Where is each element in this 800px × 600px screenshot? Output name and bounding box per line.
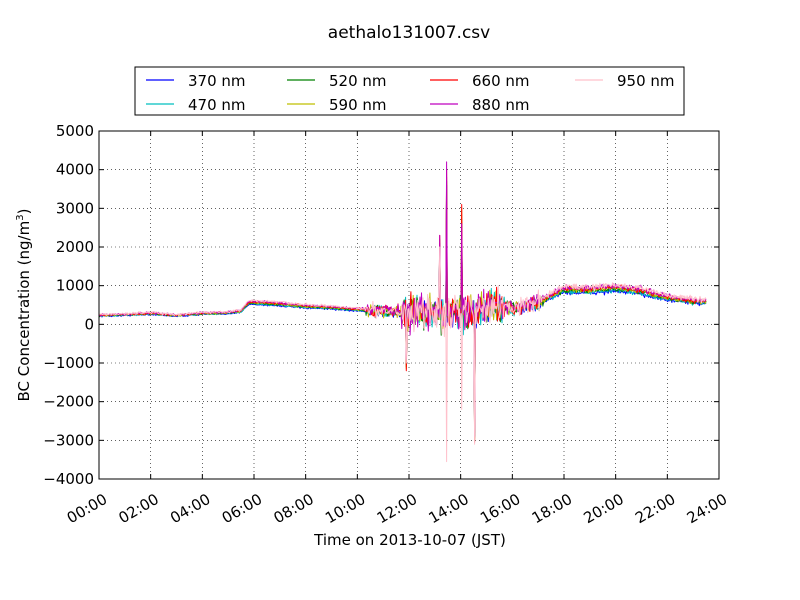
x-axis-label: Time on 2013-10-07 (JST) [313, 531, 506, 549]
x-tick-label: 00:00 [64, 490, 110, 527]
legend-label: 590 nm [329, 96, 387, 114]
y-tick-label: 2000 [56, 238, 94, 256]
legend-label: 470 nm [188, 96, 246, 114]
y-tick-label: 4000 [56, 161, 94, 179]
y-tick-label: −3000 [43, 431, 94, 449]
y-tick-label: −2000 [43, 393, 94, 411]
series-line [98, 246, 707, 463]
y-axis-label-sup: 3 [15, 214, 26, 220]
legend: 370 nm 470 nm 520 nm 590 nm 660 nm 880 nm 950 … [134, 66, 685, 116]
legend-label: 880 nm [472, 96, 530, 114]
x-tick-label: 10:00 [322, 490, 368, 527]
legend-label: 520 nm [329, 72, 387, 90]
x-tick-label: 16:00 [477, 490, 523, 527]
plot-frame [99, 131, 719, 479]
y-axis-label: BC Concentration (ng/m3) [15, 209, 33, 402]
x-tick-label: 04:00 [167, 490, 213, 527]
y-tick-label: 1000 [56, 277, 94, 295]
legend-label: 370 nm [188, 72, 246, 90]
y-axis-label-end: ) [15, 209, 33, 215]
y-axis-label-main: BC Concentration (ng/m [15, 221, 33, 402]
x-tick-label: 06:00 [219, 490, 265, 527]
y-tick-label: 0 [84, 315, 94, 333]
chart-title: aethalo131007.csv [328, 23, 490, 43]
y-tick-label: 5000 [56, 122, 94, 140]
x-tick-label: 08:00 [270, 490, 316, 527]
x-tick-label: 20:00 [580, 490, 626, 527]
y-tick-label: 3000 [56, 199, 94, 217]
legend-label: 950 nm [617, 72, 675, 90]
x-tick-label: 12:00 [374, 490, 420, 527]
x-tick-label: 14:00 [425, 490, 471, 527]
legend-label: 660 nm [472, 72, 530, 90]
x-tick-label: 24:00 [684, 490, 730, 527]
y-tick-label: −1000 [43, 354, 94, 372]
x-tick-label: 18:00 [529, 490, 575, 527]
series-lines [98, 161, 707, 463]
legend-box [134, 66, 685, 116]
x-tick-label: 02:00 [115, 490, 161, 527]
y-axis: −4000 −3000 −2000 −1000 0 1000 2000 3000 4000 500… [43, 122, 719, 488]
y-tick-label: −4000 [43, 470, 94, 488]
x-tick-label: 22:00 [632, 490, 678, 527]
